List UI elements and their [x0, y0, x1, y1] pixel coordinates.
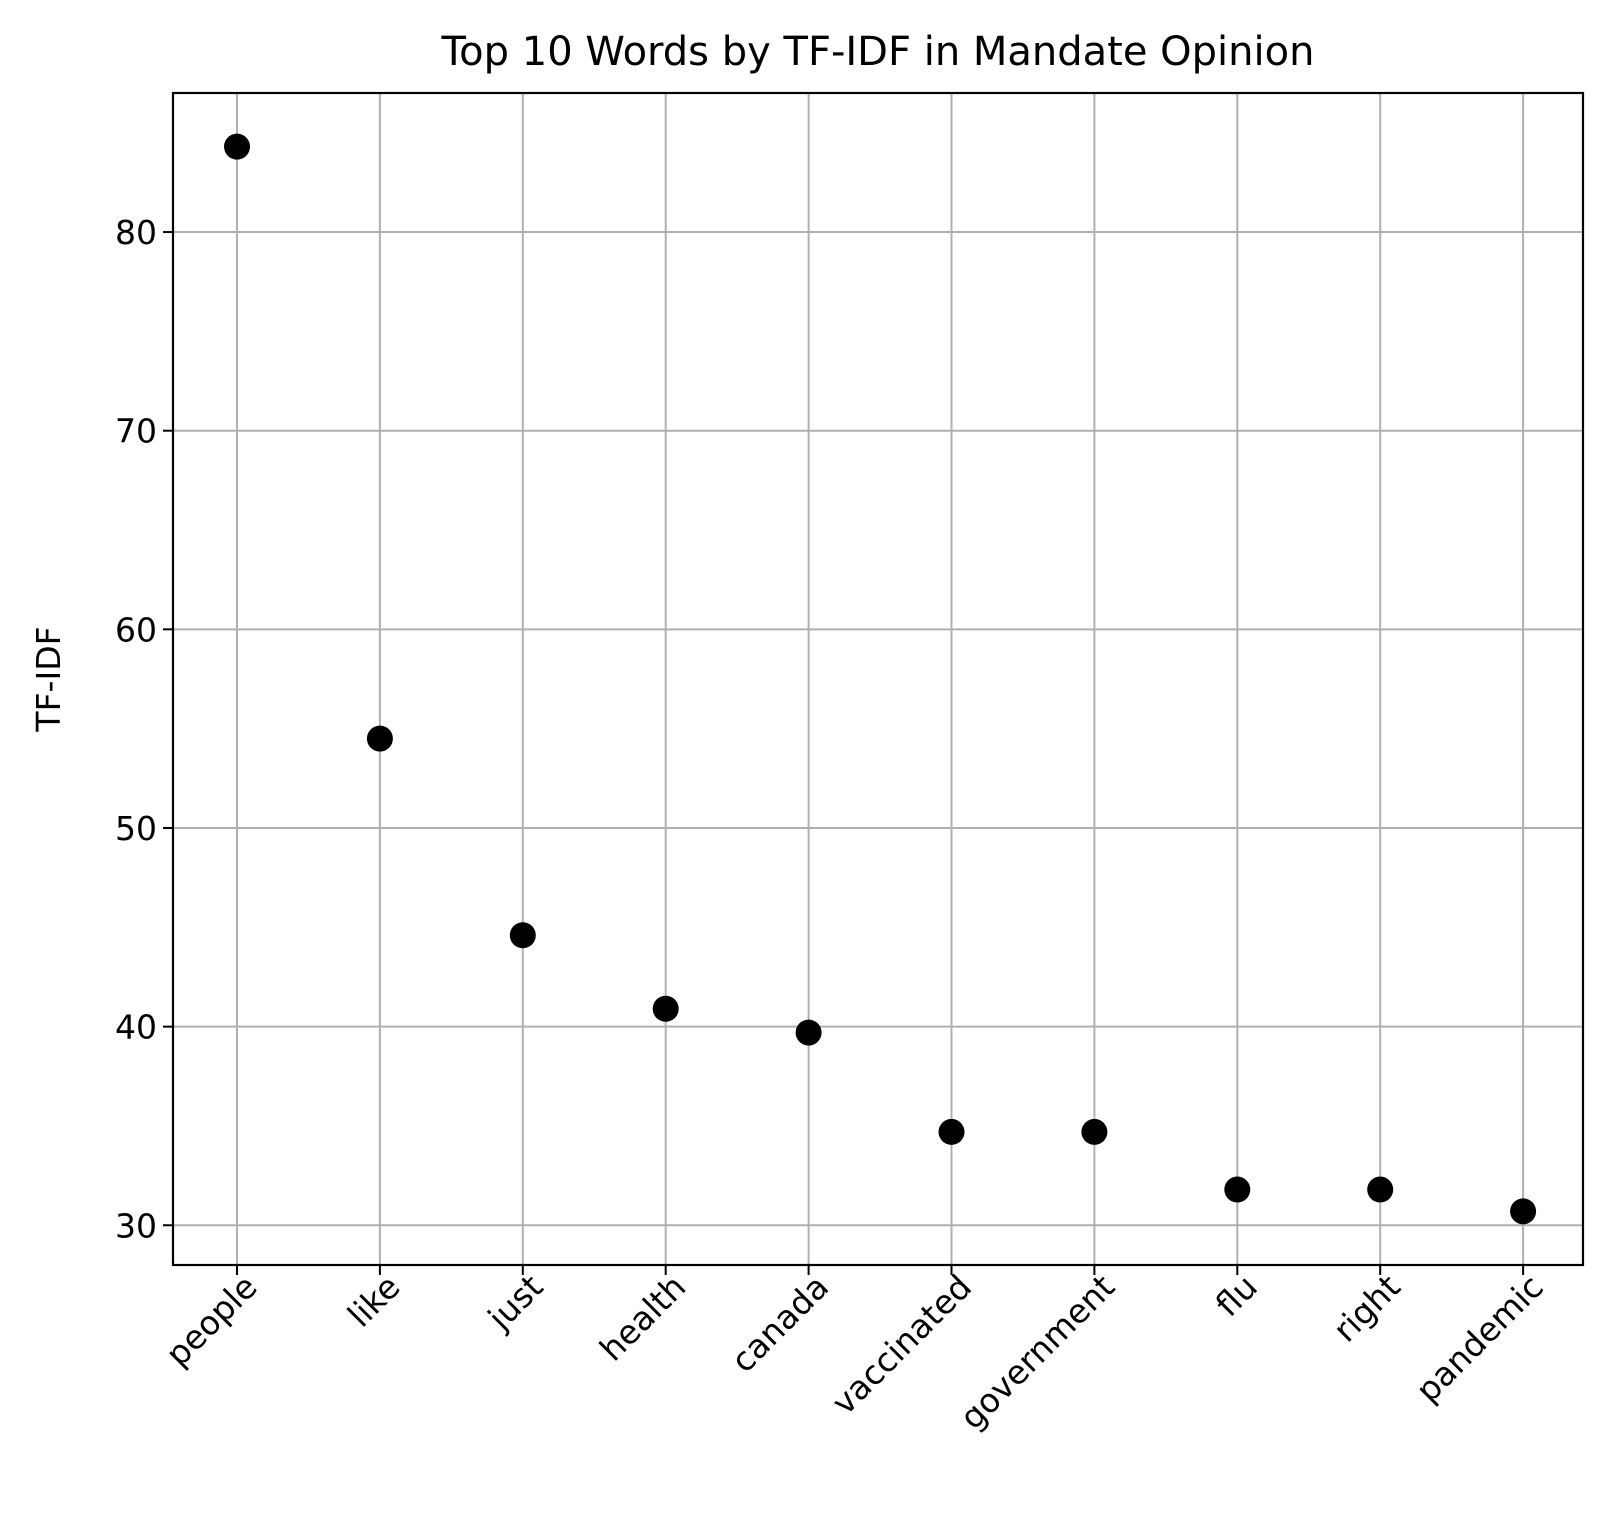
- x-tick-label: health: [592, 1267, 693, 1368]
- y-tick-label: 50: [115, 809, 157, 848]
- data-point: [1081, 1118, 1108, 1145]
- data-point: [1367, 1176, 1394, 1203]
- plot-frame: [171, 91, 1585, 1267]
- data-point: [1224, 1176, 1251, 1203]
- x-tick-label: vaccinated: [824, 1267, 979, 1422]
- x-tick-label: like: [340, 1267, 408, 1335]
- y-tick-label: 80: [115, 213, 157, 252]
- axis-ticks: 30 40 50 60 70 80 people like just health canadava…: [115, 213, 1551, 1437]
- data-point: [366, 725, 393, 752]
- x-tick-label: people: [158, 1267, 265, 1374]
- data-point: [224, 133, 250, 160]
- x-tick-label: canada: [723, 1267, 836, 1380]
- x-tick-label: just: [480, 1267, 551, 1338]
- y-tick-label: 40: [115, 1008, 157, 1047]
- data-point: [509, 922, 536, 949]
- data-point: [652, 995, 679, 1022]
- x-tick-label: flu: [1208, 1267, 1265, 1324]
- y-axis-label: TF-IDF: [29, 626, 68, 732]
- chart-title: Top 10 Words by TF-IDF in Mandate Opinio…: [441, 29, 1315, 75]
- y-tick-label: 70: [115, 412, 157, 451]
- grid: [173, 93, 1583, 1265]
- y-tick-label: 60: [115, 610, 157, 649]
- data-points: [224, 133, 1537, 1225]
- data-point: [1510, 1198, 1537, 1225]
- y-tick-label: 30: [115, 1206, 157, 1245]
- data-point: [795, 1019, 822, 1046]
- x-tick-label: right: [1325, 1267, 1407, 1349]
- x-tick-label: government: [952, 1267, 1122, 1437]
- data-point: [938, 1118, 965, 1145]
- x-tick-label: pandemic: [1408, 1267, 1551, 1410]
